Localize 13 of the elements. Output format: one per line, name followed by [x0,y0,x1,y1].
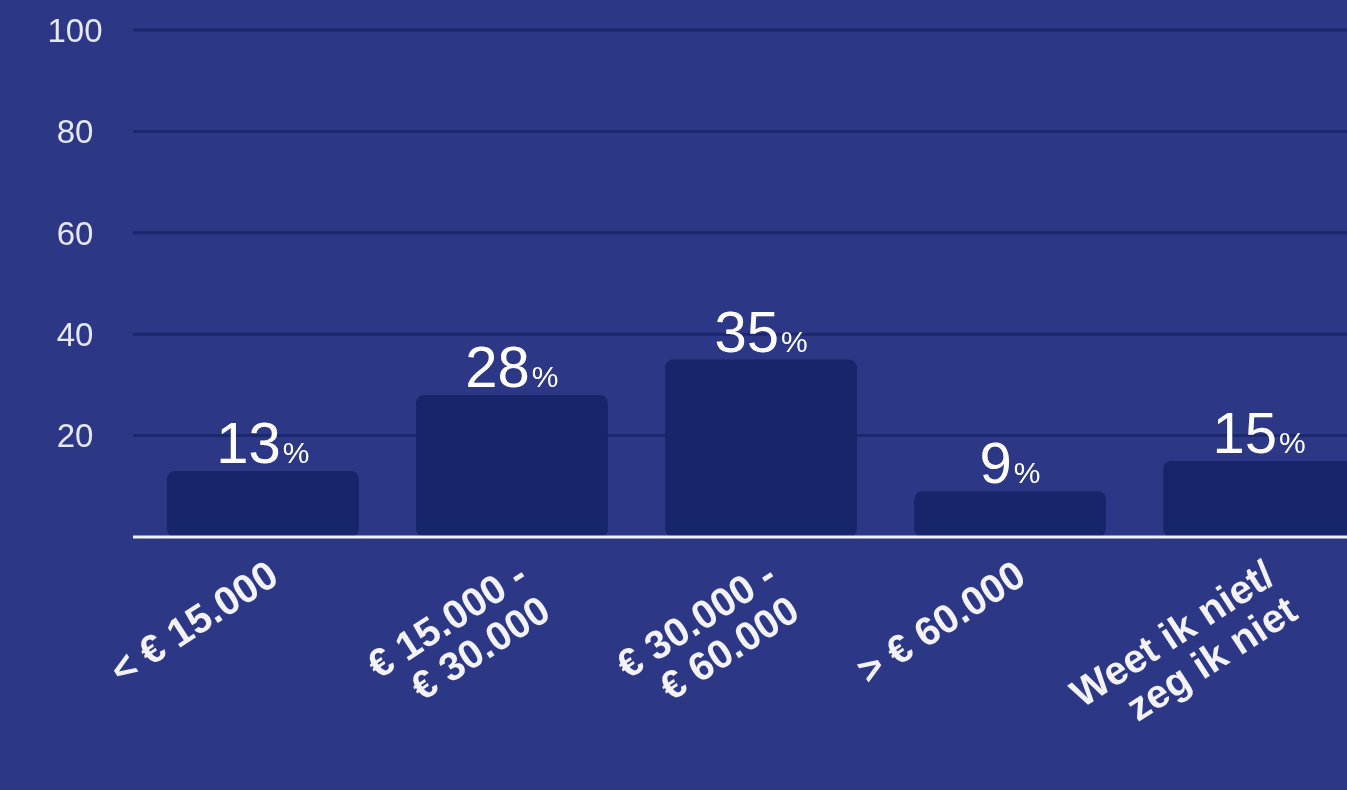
data-label: 13% [216,410,310,476]
y-tick-label: 80 [56,113,94,151]
data-label: 28% [465,334,559,400]
data-label: 35% [714,298,808,364]
y-tick-label: 20 [56,417,94,455]
y-tick-label: 100 [47,11,103,49]
bar [914,491,1106,537]
data-label: 15% [1212,399,1306,465]
y-tick-label: 60 [56,214,94,252]
bar [167,471,359,537]
y-tick-label: 40 [56,316,94,354]
data-label: 9% [979,430,1041,496]
x-tick-label: Weet ik niet/ zeg ik niet [1062,551,1305,730]
